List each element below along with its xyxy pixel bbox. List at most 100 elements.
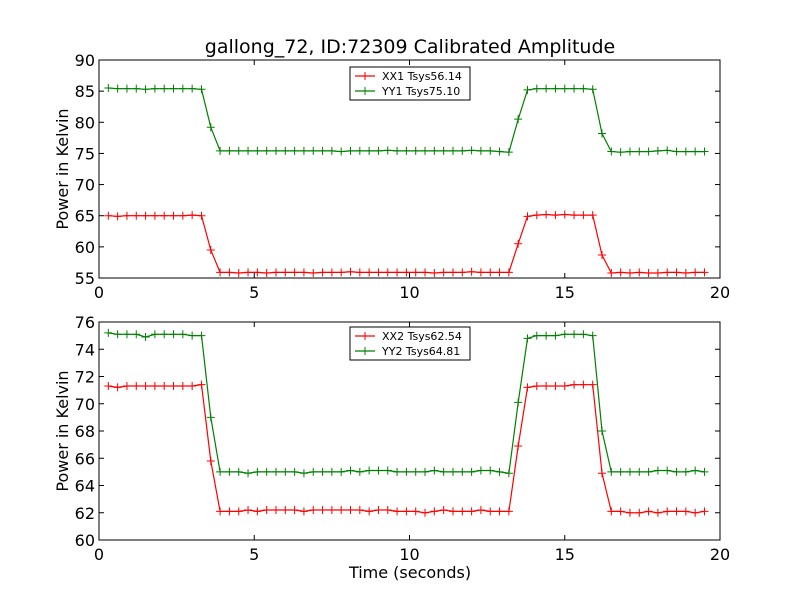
- data-point: [309, 146, 318, 155]
- data-point: [551, 84, 560, 93]
- data-point: [327, 506, 336, 515]
- data-point: [150, 330, 159, 339]
- data-point: [216, 268, 225, 277]
- series-line: [108, 213, 705, 274]
- bottom-plot: 0 5 10 15 20 60 62 64 66 68 70 72 74 76 Power in Kelvi…: [53, 313, 730, 564]
- y-tick-label: 74: [75, 340, 95, 359]
- data-point: [542, 382, 551, 391]
- data-point: [495, 147, 504, 156]
- data-point: [467, 507, 476, 516]
- data-point: [625, 508, 634, 517]
- data-point: [542, 331, 551, 340]
- data-point: [430, 269, 439, 278]
- top-plot: 0 5 10 15 20 55 60 65 70 75 80 85 90 Power in Kelvin X…: [53, 51, 730, 302]
- data-point: [216, 146, 225, 155]
- data-point: [393, 507, 402, 516]
- data-point: [644, 147, 653, 156]
- data-point: [327, 467, 336, 476]
- data-point: [244, 268, 253, 277]
- data-point: [374, 268, 383, 277]
- data-point: [281, 506, 290, 515]
- data-point: [355, 146, 364, 155]
- data-point: [188, 382, 197, 391]
- data-point: [346, 267, 355, 276]
- data-point: [178, 84, 187, 93]
- data-point: [253, 507, 262, 516]
- series-2-1: [104, 380, 709, 517]
- data-point: [439, 146, 448, 155]
- data-point: [588, 331, 597, 340]
- data-point: [160, 330, 169, 339]
- data-point: [598, 427, 607, 435]
- data-point: [691, 147, 700, 156]
- data-point: [327, 146, 336, 155]
- data-point: [421, 508, 430, 517]
- data-point: [672, 147, 681, 156]
- data-point: [430, 146, 439, 155]
- data-point: [570, 84, 579, 93]
- data-point: [523, 334, 532, 343]
- y-tick-label: 80: [75, 113, 95, 132]
- legend-marker: [361, 87, 369, 95]
- data-point: [188, 84, 197, 93]
- data-point: [178, 382, 187, 391]
- data-point: [644, 467, 653, 476]
- data-point: [374, 506, 383, 515]
- x-tick-label: 15: [555, 283, 575, 302]
- data-point: [467, 267, 476, 276]
- data-point: [616, 268, 625, 277]
- data-point: [178, 330, 187, 339]
- data-point: [150, 211, 159, 220]
- x-tick-label: 5: [249, 283, 259, 302]
- data-point: [495, 268, 504, 277]
- data-point: [458, 467, 467, 476]
- y-tick-label: 75: [75, 144, 95, 163]
- data-point: [588, 85, 597, 94]
- data-point: [644, 507, 653, 516]
- series-line: [108, 384, 705, 514]
- data-point: [309, 506, 318, 515]
- data-point: [122, 330, 131, 339]
- data-point: [253, 146, 262, 155]
- data-point: [318, 268, 327, 277]
- data-point: [262, 146, 271, 155]
- data-point: [234, 269, 243, 278]
- x-tick-label: 0: [94, 545, 104, 564]
- data-point: [234, 467, 243, 476]
- data-point: [681, 147, 690, 156]
- data-point: [244, 469, 253, 478]
- data-point: [411, 268, 420, 277]
- data-point: [206, 456, 215, 465]
- x-axis-label: Time (seconds): [348, 563, 471, 582]
- data-point: [672, 268, 681, 277]
- data-point: [644, 269, 653, 278]
- y-axis-label: Power in Kelvin: [53, 370, 72, 491]
- data-point: [365, 507, 374, 516]
- data-point: [560, 84, 569, 93]
- data-point: [476, 146, 485, 155]
- data-point: [663, 507, 672, 516]
- data-point: [411, 507, 420, 516]
- data-point: [598, 469, 607, 478]
- data-point: [448, 268, 457, 277]
- data-point: [206, 413, 215, 422]
- data-point: [290, 506, 299, 515]
- y-axis-label: Power in Kelvin: [53, 108, 72, 229]
- data-point: [570, 380, 579, 389]
- data-point: [681, 269, 690, 278]
- data-point: [271, 146, 280, 155]
- chart-title: gallong_72, ID:72309 Calibrated Amplitud…: [205, 36, 615, 58]
- data-point: [486, 146, 495, 155]
- data-point: [197, 85, 206, 94]
- data-point: [374, 146, 383, 155]
- data-point: [681, 467, 690, 476]
- data-point: [355, 467, 364, 476]
- data-point: [122, 84, 131, 93]
- data-point: [197, 211, 206, 220]
- data-point: [150, 84, 159, 93]
- data-point: [448, 146, 457, 155]
- data-point: [225, 467, 234, 476]
- data-point: [504, 507, 513, 516]
- data-point: [532, 211, 541, 220]
